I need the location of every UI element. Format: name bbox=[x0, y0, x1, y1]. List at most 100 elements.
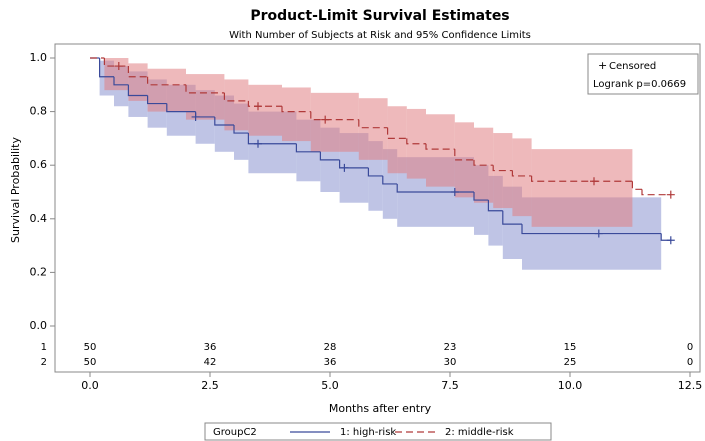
censor-symbol: + bbox=[598, 59, 607, 72]
chart-title: Product-Limit Survival Estimates bbox=[250, 8, 509, 24]
censor-mark bbox=[450, 188, 459, 196]
confidence-band bbox=[310, 92, 359, 152]
legend-label: 1: high-risk bbox=[340, 427, 396, 438]
censor-mark bbox=[321, 115, 330, 124]
censor-mark bbox=[340, 163, 349, 172]
survival-step bbox=[487, 200, 503, 212]
censor-mark bbox=[191, 112, 200, 121]
survival-step bbox=[295, 143, 321, 153]
censor-mark bbox=[666, 190, 675, 199]
x-tick-label: 0.0 bbox=[81, 379, 99, 392]
y-tick-label: 0.2 bbox=[30, 265, 48, 278]
survival-step bbox=[247, 100, 282, 107]
survival-step bbox=[99, 58, 114, 78]
survival-step bbox=[339, 159, 369, 169]
survival-step bbox=[631, 181, 642, 190]
survival-step bbox=[166, 103, 196, 113]
survival-step bbox=[473, 192, 489, 201]
censor-mark bbox=[114, 62, 123, 71]
bands bbox=[99, 58, 662, 270]
x-tick-label: 7.5 bbox=[441, 379, 459, 392]
at-risk-count: 50 bbox=[84, 357, 97, 368]
confidence-band bbox=[358, 98, 388, 160]
censor-mark bbox=[254, 102, 262, 111]
survival-step bbox=[319, 151, 340, 161]
survival-step bbox=[406, 138, 426, 145]
censor-mark bbox=[590, 177, 598, 186]
confidence-band bbox=[512, 138, 532, 217]
confidence-band bbox=[282, 87, 311, 142]
y-tick-label: 0.4 bbox=[30, 212, 48, 225]
survival-step bbox=[113, 76, 129, 86]
survival-step bbox=[358, 119, 388, 129]
survival-step bbox=[214, 116, 234, 126]
y-tick-label: 0.8 bbox=[30, 105, 48, 118]
at-risk-row-label: 2 bbox=[41, 357, 47, 368]
at-risk-count: 50 bbox=[84, 342, 97, 353]
x-tick-label: 5.0 bbox=[321, 379, 339, 392]
at-risk-count: 15 bbox=[564, 342, 577, 353]
legend-title: GroupC2 bbox=[213, 427, 257, 438]
confidence-band bbox=[128, 63, 148, 101]
x-tick-label: 2.5 bbox=[201, 379, 219, 392]
survival-step bbox=[425, 143, 455, 150]
survival-step bbox=[367, 167, 383, 177]
x-tick-label: 10.0 bbox=[558, 379, 583, 392]
at-risk-count: 30 bbox=[444, 357, 457, 368]
survival-step bbox=[454, 149, 474, 161]
at-risk-row-label: 1 bbox=[41, 342, 47, 353]
censor-mark bbox=[666, 236, 675, 245]
x-axis-label: Months after entry bbox=[329, 402, 432, 415]
at-risk-count: 0 bbox=[687, 342, 693, 353]
survival-step bbox=[127, 66, 148, 78]
confidence-band bbox=[387, 106, 407, 174]
survival-step bbox=[247, 133, 297, 145]
survival-step bbox=[233, 125, 249, 134]
censored-label: Censored bbox=[609, 61, 656, 72]
confidence-band bbox=[248, 84, 282, 136]
at-risk-count: 36 bbox=[204, 342, 217, 353]
survival-step bbox=[185, 84, 225, 94]
survival-step bbox=[641, 189, 671, 196]
survival-step bbox=[660, 233, 671, 241]
at-risk-count: 36 bbox=[324, 357, 337, 368]
inset-box bbox=[587, 53, 699, 95]
survival-step bbox=[310, 111, 359, 121]
confidence-band bbox=[531, 149, 633, 227]
at-risk-count: 28 bbox=[324, 342, 337, 353]
survival-step bbox=[511, 170, 532, 177]
survival-step bbox=[521, 224, 662, 235]
survival-step bbox=[382, 175, 398, 185]
confidence-band bbox=[186, 74, 225, 120]
survival-step bbox=[531, 175, 633, 182]
survival-step bbox=[223, 92, 249, 102]
legend-label: 2: middle-risk bbox=[445, 427, 514, 438]
plot-frame bbox=[54, 43, 701, 373]
legend-box bbox=[204, 422, 552, 441]
y-tick-label: 0.6 bbox=[30, 158, 48, 171]
y-axis-label: Survival Probability bbox=[9, 137, 22, 243]
chart-subtitle: With Number of Subjects at Risk and 95% … bbox=[229, 30, 531, 41]
at-risk-count: 42 bbox=[204, 357, 217, 368]
survival-step bbox=[396, 183, 474, 193]
y-tick-label: 0.0 bbox=[30, 319, 48, 332]
survival-step bbox=[502, 210, 522, 225]
survival-step bbox=[147, 76, 186, 86]
confidence-band bbox=[224, 79, 249, 131]
survival-step bbox=[281, 106, 311, 113]
at-risk-count: 0 bbox=[687, 357, 693, 368]
logrank-label: Logrank p=0.0669 bbox=[593, 79, 686, 90]
confidence-band bbox=[454, 122, 474, 198]
lines bbox=[90, 57, 675, 245]
censor-mark bbox=[594, 229, 603, 238]
survival-step bbox=[127, 84, 148, 97]
survival-step bbox=[387, 127, 407, 139]
at-risk-count: 23 bbox=[444, 342, 457, 353]
y-tick-label: 1.0 bbox=[30, 51, 48, 64]
censor-mark bbox=[254, 139, 262, 148]
survival-step bbox=[492, 165, 513, 172]
confidence-band bbox=[426, 114, 455, 187]
survival-step bbox=[473, 159, 494, 166]
survival-step bbox=[147, 95, 167, 105]
